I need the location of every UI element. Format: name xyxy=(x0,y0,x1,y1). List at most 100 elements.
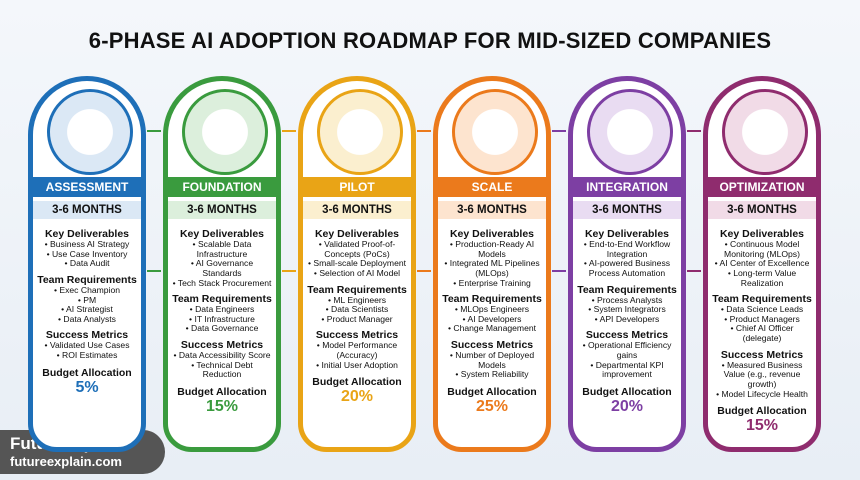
connector-arrow xyxy=(552,130,566,132)
section-heading: Success Metrics xyxy=(45,329,129,342)
section-item: • AI Strategist xyxy=(61,304,113,315)
budget-label: Budget Allocation xyxy=(312,376,402,389)
budget-value: 20% xyxy=(340,388,374,406)
connector-arrow xyxy=(687,270,701,272)
section-heading: Team Requirements xyxy=(37,273,137,286)
section-item: • Scalable Data Infrastructure xyxy=(192,239,252,259)
phase-name: FOUNDATION xyxy=(163,177,281,197)
phase-icon xyxy=(452,89,538,175)
section-item: • IT Infrastructure xyxy=(189,313,255,324)
budget-value: 20% xyxy=(610,397,644,415)
phase-column: PILOT 3-6 MONTHS Key Deliverables • Validat… xyxy=(298,76,416,452)
phase-icon xyxy=(47,89,133,175)
section-item: • ROI Estimates xyxy=(56,350,118,360)
section-item: • Operational Efficiency gains xyxy=(582,340,672,360)
budget-value: 15% xyxy=(745,417,779,435)
section-item: • System Integrators xyxy=(588,304,666,315)
section-heading: Success Metrics xyxy=(315,329,399,342)
section-item: • Selection of AI Model xyxy=(313,267,401,278)
section-item: • Continuous Model Monitoring (MLOps) xyxy=(724,239,800,259)
section-item: • ML Engineers xyxy=(327,294,387,305)
connector-arrow xyxy=(552,270,566,272)
section-item: • Small-scale Deployment xyxy=(307,258,407,269)
section-item: • Validated Proof-of-Concepts (PoCs) xyxy=(318,239,396,259)
connector-arrow xyxy=(417,130,431,132)
section-heading: Team Requirements xyxy=(172,293,272,306)
phase-icon xyxy=(587,89,673,175)
section-heading: Success Metrics xyxy=(585,329,669,342)
section-item: • Data Audit xyxy=(64,258,110,269)
section-item: • AI Developers xyxy=(462,313,522,324)
phase-body: Key Deliverables • Validated Proof-of-Con… xyxy=(307,223,407,406)
phase-icon xyxy=(317,89,403,175)
section-item: • Business AI Strategy xyxy=(44,239,130,249)
phase-column: INTEGRATION 3-6 MONTHS Key Deliverables • E… xyxy=(568,76,686,452)
section-item: • Tech Stack Procurement xyxy=(172,277,272,288)
section-item: • AI-powered Business Process Automation xyxy=(583,258,671,278)
phase-body: Key Deliverables • Business AI Strategy • … xyxy=(37,223,137,397)
section-item: • Enterprise Training xyxy=(453,277,531,288)
section-item: • Chief AI Officer (delegate) xyxy=(730,323,794,343)
section-heading: Key Deliverables xyxy=(584,228,670,240)
phase-body: Key Deliverables • Scalable Data Infrastr… xyxy=(172,223,272,416)
title: 6-PHASE AI ADOPTION ROADMAP FOR MID-SIZE… xyxy=(88,28,772,53)
connector-arrow xyxy=(147,270,161,272)
section-item: • API Developers xyxy=(594,313,660,324)
watermark-url: futureexplain.com xyxy=(10,454,122,469)
section-item: • Integrated ML Pipelines (MLOps) xyxy=(444,258,540,278)
section-item: • System Reliability xyxy=(455,369,529,380)
section-item: • End-to-End Workflow Integration xyxy=(583,239,671,259)
section-item: • Data Accessibility Score xyxy=(173,350,271,360)
section-heading: Team Requirements xyxy=(577,283,677,296)
section-item: • Model Lifecycle Health xyxy=(716,388,808,399)
section-heading: Team Requirements xyxy=(442,293,542,306)
section-item: • Product Managers xyxy=(724,313,800,324)
phase-body: Key Deliverables • Production-Ready AI Mo… xyxy=(442,223,542,416)
section-item: • AI Governance Standards xyxy=(190,258,254,278)
section-item: • PM xyxy=(77,294,97,305)
phase-name: PILOT xyxy=(298,177,416,197)
budget-label: Budget Allocation xyxy=(177,385,267,398)
connector-arrow xyxy=(687,130,701,132)
section-item: • Long-term Value Realization xyxy=(727,267,797,288)
phase-duration: 3-6 MONTHS xyxy=(708,201,816,219)
connector-arrow xyxy=(282,270,296,272)
section-item: • Use Case Inventory xyxy=(46,248,128,259)
section-item: • Production-Ready AI Models xyxy=(449,239,535,259)
section-heading: Success Metrics xyxy=(450,339,534,351)
section-item: • Model Performance (Accuracy) xyxy=(316,340,398,360)
section-item: • Data Governance xyxy=(185,323,259,334)
phase-body: Key Deliverables • End-to-End Workflow In… xyxy=(577,223,677,416)
section-heading: Key Deliverables xyxy=(179,228,265,240)
section-item: • AI Center of Excellence xyxy=(714,258,810,269)
section-item: • Data Scientists xyxy=(325,304,389,315)
phase-body: Key Deliverables • Continuous Model Monit… xyxy=(712,223,812,435)
section-item: • Number of Deployed Models xyxy=(449,350,535,370)
section-item: • Exec Champion xyxy=(53,284,121,295)
phase-icon xyxy=(182,89,268,175)
budget-value: 5% xyxy=(75,378,99,396)
phase-duration: 3-6 MONTHS xyxy=(573,201,681,219)
section-heading: Team Requirements xyxy=(307,283,407,296)
section-heading: Key Deliverables xyxy=(719,228,805,240)
section-item: • Measured Business Value (e.g., revenue… xyxy=(721,359,803,389)
section-item: • Validated Use Cases xyxy=(44,340,130,351)
connector-arrow xyxy=(417,270,431,272)
section-item: • Change Management xyxy=(447,323,537,334)
phase-duration: 3-6 MONTHS xyxy=(438,201,546,219)
section-heading: Success Metrics xyxy=(720,348,804,361)
phase-name: ASSESSMENT xyxy=(28,177,146,197)
section-item: • Data Analysts xyxy=(58,313,116,324)
section-item: • Departmental KPI improvement xyxy=(590,359,664,380)
budget-label: Budget Allocation xyxy=(582,385,672,398)
phase-duration: 3-6 MONTHS xyxy=(303,201,411,219)
budget-label: Budget Allocation xyxy=(717,405,807,418)
phase-column: OPTIMIZATION 3-6 MONTHS Key Deliverables • … xyxy=(703,76,821,452)
phase-name: OPTIMIZATION xyxy=(703,177,821,197)
section-item: • Process Analysts xyxy=(591,294,663,305)
section-item: • Data Engineers xyxy=(189,304,255,315)
section-heading: Key Deliverables xyxy=(449,228,535,240)
phase-icon xyxy=(722,89,808,175)
section-heading: Team Requirements xyxy=(712,293,812,306)
